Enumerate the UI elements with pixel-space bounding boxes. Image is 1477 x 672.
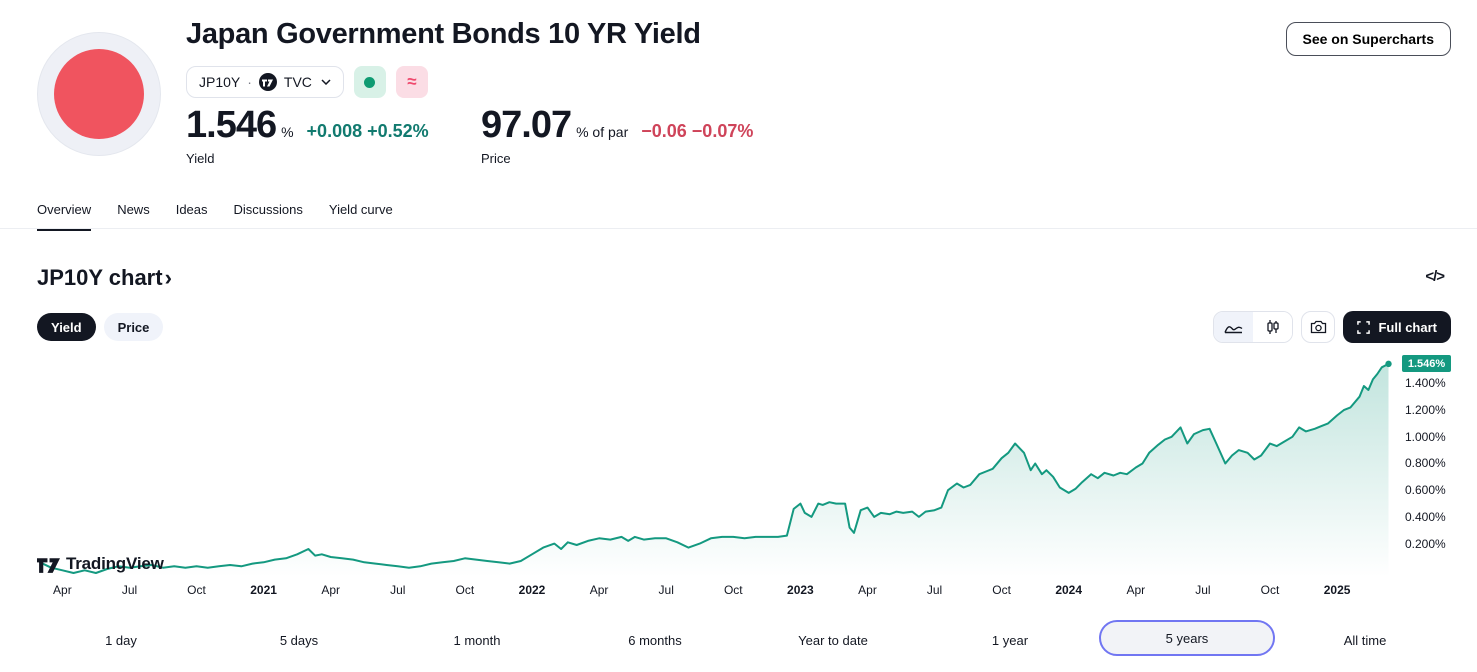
tabs-divider [0,228,1477,229]
tab-ideas[interactable]: Ideas [175,202,208,217]
tradingview-logo-icon [37,557,60,573]
x-tick-label: Jul [390,583,406,597]
last-point-dot [1385,360,1392,368]
toggle-yield-button[interactable]: Yield [37,313,96,341]
tradingview-logo-icon [258,73,277,91]
x-tick-label: 2024 [1055,583,1083,597]
x-tick-label: Jul [1195,583,1211,597]
approx-icon: ≈ [407,72,417,91]
price-value: 97.07 [481,104,572,146]
yield-quote: 1.546 % +0.008 +0.52% Yield [186,104,429,166]
x-tick-label: 2025 [1323,583,1351,597]
range-all-time[interactable]: All time [1343,632,1387,648]
y-tick-label: 0.800% [1405,456,1446,471]
y-tick-label: 1.400% [1405,376,1446,391]
range-5-years[interactable]: 5 years [1099,620,1275,656]
x-tick-label: Jul [121,583,138,597]
y-tick-label: 1.000% [1405,429,1446,444]
yield-unit: % [281,124,294,140]
tab-discussions[interactable]: Discussions [233,202,303,217]
symbol-selector[interactable]: JP10Y · TVC [186,66,344,98]
japan-flag-red-circle [54,49,144,139]
market-open-badge[interactable] [353,66,386,98]
tab-news[interactable]: News [117,202,150,217]
page-title: Japan Government Bonds 10 YR Yield [186,18,701,50]
candles-icon [1267,319,1279,334]
x-tick-label: Jul [926,583,943,597]
area-chart-icon [1224,325,1243,333]
chart-type-group [1213,311,1294,343]
camera-icon [1310,320,1327,334]
price-unit: % of par [576,124,629,140]
toggle-price-button[interactable]: Price [103,313,164,341]
x-tick-label: Apr [1126,583,1146,597]
x-tick-label: Apr [589,583,609,597]
range-6-months[interactable]: 6 months [628,632,682,648]
y-tick-label: 0.200% [1405,536,1446,551]
embed-code-icon[interactable]: </> [1425,268,1445,285]
chevron-down-icon [321,76,331,88]
chart-toolbar: Full chart [1213,311,1451,343]
symbol-ticker: JP10Y [199,74,241,90]
last-value-badge: 1.546% [1402,355,1451,373]
y-tick-label: 0.600% [1405,483,1446,498]
range-year-to-date[interactable]: Year to date [798,632,868,648]
x-tick-label: Apr [53,583,72,597]
chart-area-fill [40,363,1389,577]
x-tick-label: Jul [658,583,674,597]
range-1-day[interactable]: 1 day [105,632,137,648]
see-on-supercharts-button[interactable]: See on Supercharts [1285,22,1451,56]
area-chart-button[interactable] [1214,312,1254,342]
x-tick-label: Oct [455,583,475,597]
exchange-label: TVC [283,74,312,90]
separator-dot: · [247,74,252,90]
yield-label: Yield [186,151,215,166]
range-5-days[interactable]: 5 days [279,632,319,648]
tab-bar: Overview News Ideas Discussions Yield cu… [37,202,393,231]
range-1-month[interactable]: 1 month [453,632,501,648]
price-change: −0.06 −0.07% [641,121,754,141]
x-tick-label: Oct [1260,583,1280,597]
chart-section-title[interactable]: JP10Y chart› [37,265,172,290]
snapshot-button[interactable] [1301,311,1336,343]
x-tick-label: Oct [723,583,743,597]
yield-price-toggle: Yield Price [37,313,164,341]
tradingview-watermark[interactable]: TradingView [37,554,164,574]
x-tick-label: Apr [321,583,341,597]
market-open-dot-icon [364,76,376,88]
x-tick-label: 2022 [518,583,546,597]
tab-yield-curve[interactable]: Yield curve [328,202,393,217]
yield-value: 1.546 [186,104,277,146]
chevron-right-icon: › [164,265,172,290]
y-tick-label: 1.200% [1405,403,1446,418]
candles-chart-button[interactable] [1253,312,1293,342]
range-1-year[interactable]: 1 year [991,632,1029,648]
x-tick-label: Oct [992,583,1011,597]
fullscreen-icon [1357,320,1371,334]
x-tick-label: 2023 [787,583,814,597]
full-chart-button[interactable]: Full chart [1343,311,1451,343]
y-tick-label: 0.400% [1405,509,1446,524]
yield-change: +0.008 +0.52% [306,121,429,141]
tab-overview[interactable]: Overview [37,202,92,231]
x-tick-label: 2021 [250,583,277,597]
price-label: Price [481,151,511,166]
price-quote: 97.07 % of par −0.06 −0.07% Price [481,104,753,166]
symbol-row: JP10Y · TVC ≈ [186,66,428,98]
approx-data-badge[interactable]: ≈ [395,66,428,98]
x-tick-label: Apr [858,583,877,597]
x-tick-label: Oct [187,583,206,597]
watermark-label: TradingView [66,554,164,573]
chart-line [39,362,1390,574]
japan-flag-icon [37,32,161,156]
